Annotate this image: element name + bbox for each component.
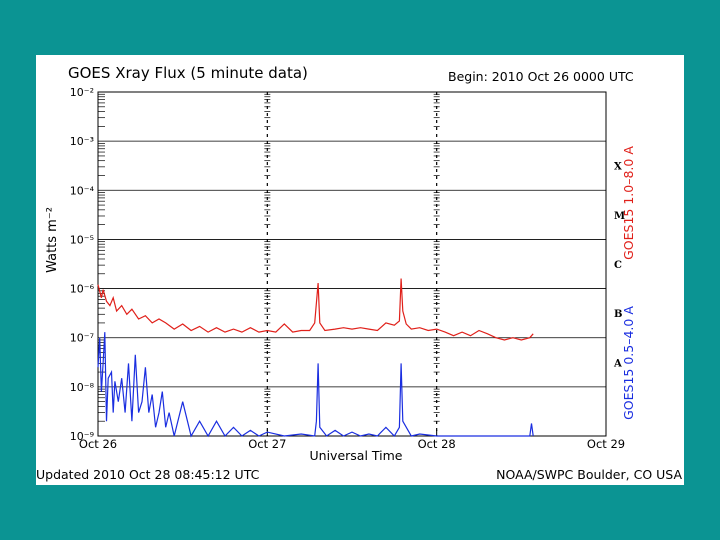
y-axis-label: Watts m⁻² — [45, 207, 60, 273]
y-tick-label: 10⁻² — [70, 86, 94, 99]
y-tick-label: 10⁻⁶ — [70, 283, 95, 296]
y-tick-label: 10⁻⁷ — [70, 332, 94, 345]
series-long-channel-line — [97, 278, 534, 341]
series-short-channel-line — [97, 332, 534, 438]
flare-class-label: M — [614, 211, 625, 222]
flare-class-label: A — [613, 358, 622, 369]
x-tick-label: Oct 28 — [418, 437, 456, 451]
source-label: NOAA/SWPC Boulder, CO USA — [496, 467, 682, 482]
y-tick-label: 10⁻⁵ — [70, 233, 94, 246]
x-tick-label: Oct 29 — [587, 437, 625, 451]
updated-label: Updated 2010 Oct 28 08:45:12 UTC — [36, 467, 260, 482]
plot-frame — [97, 91, 607, 437]
y-tick-label: 10⁻⁸ — [70, 381, 95, 394]
flare-class-label: X — [614, 162, 622, 173]
xray-flux-chart: GOES Xray Flux (5 minute data) Begin: 20… — [36, 64, 682, 482]
flare-class-label: C — [614, 260, 622, 271]
flare-class-label: B — [614, 309, 622, 320]
begin-label: Begin: 2010 Oct 26 0000 UTC — [448, 69, 634, 84]
x-tick-label: Oct 27 — [248, 437, 286, 451]
chart-panel: GOES Xray Flux (5 minute data) Begin: 20… — [36, 55, 684, 485]
y-tick-label: 10⁻⁴ — [70, 184, 95, 197]
legend-short-channel: GOES15 0.5–4.0 A — [621, 306, 636, 420]
legend-long-channel: GOES15 1.0–8.0 A — [621, 146, 636, 260]
x-axis-label: Universal Time — [310, 448, 403, 463]
x-tick-label: Oct 26 — [79, 437, 117, 451]
chart-title: GOES Xray Flux (5 minute data) — [68, 64, 308, 82]
y-tick-label: 10⁻³ — [70, 135, 94, 148]
y-tick-label: 10⁻⁹ — [70, 430, 94, 443]
